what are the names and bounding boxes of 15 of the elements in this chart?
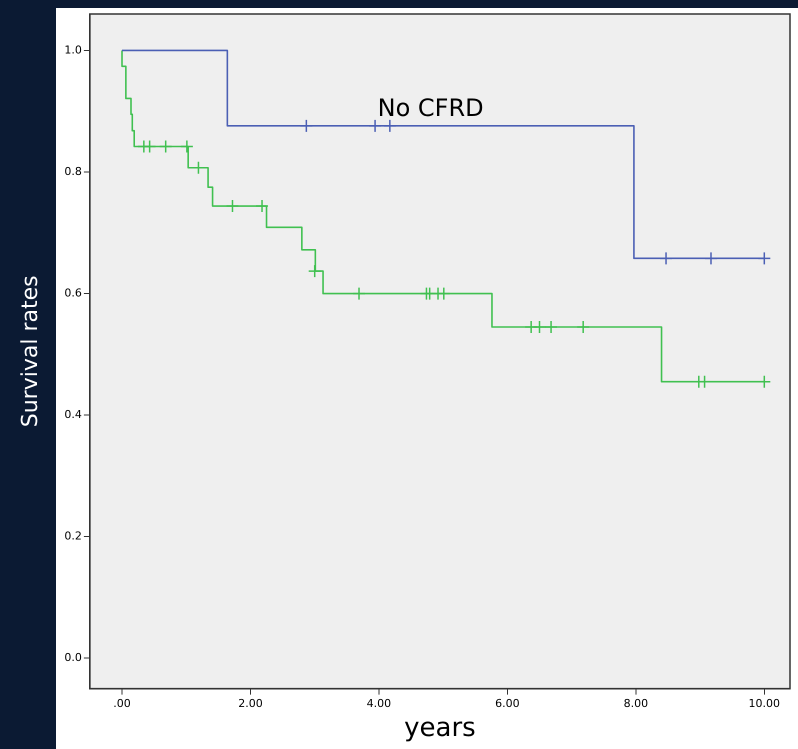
- y-tick-label: 0.4: [64, 408, 82, 421]
- x-tick-label: .00: [113, 697, 131, 710]
- y-tick-label: 0.8: [64, 164, 82, 178]
- y-tick-label: 0.0: [64, 651, 82, 664]
- y-axis-title: Survival rates: [18, 275, 43, 428]
- y-tick-label: 1.0: [64, 43, 82, 56]
- y-tick-label: 0.6: [64, 286, 82, 300]
- series-label: No CFRD: [378, 94, 484, 122]
- x-tick-label: 4.00: [366, 697, 392, 710]
- x-tick-label: 10.00: [748, 697, 780, 710]
- x-tick-label: 8.00: [624, 697, 648, 710]
- y-tick-label: 0.2: [64, 530, 82, 543]
- x-tick-label: 6.00: [495, 697, 520, 710]
- x-tick-label: 2.00: [238, 697, 263, 710]
- x-axis-title: years: [404, 713, 476, 744]
